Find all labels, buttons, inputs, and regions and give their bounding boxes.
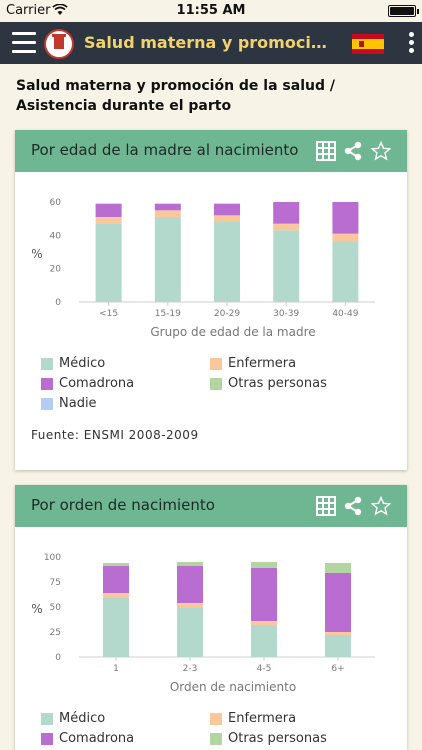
legend-swatch	[41, 358, 53, 370]
bar-segment-comadrona	[332, 202, 359, 234]
x-tick-label: 6+	[331, 664, 344, 674]
carrier-label: Carrier	[6, 3, 51, 18]
bar-segment-medico	[103, 597, 129, 657]
card-header: Por edad de la madre al nacimiento	[15, 130, 407, 172]
source-note: Fuente: ENSMI 2008-2009	[31, 428, 199, 442]
legend-swatch	[41, 713, 53, 725]
bar-segment-enfermera	[214, 215, 240, 222]
bar-segment-otras	[177, 562, 203, 566]
y-tick-label: 20	[50, 265, 62, 275]
legend-swatch	[210, 358, 222, 370]
x-tick-label: 4-5	[257, 664, 272, 674]
status-time: 11:55 AM	[176, 3, 246, 18]
table-view-icon[interactable]	[316, 141, 336, 161]
bar-segment-enfermera	[95, 217, 122, 224]
bar-segment-enfermera	[251, 621, 277, 625]
y-tick-label: 40	[50, 231, 62, 241]
legend-swatch	[210, 713, 222, 725]
bar-segment-medico	[177, 608, 203, 657]
app-logo	[44, 29, 74, 59]
bar-segment-comadrona	[325, 573, 351, 632]
bar-segment-medico	[332, 242, 359, 302]
x-tick-label: 40-49	[332, 309, 358, 319]
more-options-icon[interactable]	[409, 32, 415, 56]
stacked-bar-chart: 0 25 50 75 100% 1 2-3 4-5 6+ Orden de nacimiento	[31, 553, 375, 694]
battery-icon	[388, 5, 419, 17]
table-view-icon[interactable]	[316, 496, 336, 516]
bar-segment-otras	[251, 562, 277, 568]
bar-segment-otras	[103, 563, 129, 566]
card-header: Por orden de nacimiento	[15, 485, 407, 527]
y-tick-label: 75	[50, 578, 61, 588]
app-bar: Salud materna y promoción de la salud	[0, 22, 422, 64]
legend-label: Otras personas	[228, 731, 327, 746]
x-axis-label: Grupo de edad de la madre	[150, 325, 315, 339]
page-title: Salud materna y promoción de la salud / …	[16, 78, 335, 114]
legend-label: Enfermera	[228, 711, 297, 726]
legend-swatch	[210, 733, 222, 745]
bar-segment-medico	[95, 223, 122, 302]
y-tick-label: 0	[55, 653, 61, 663]
bar-segment-enfermera	[177, 603, 203, 608]
bar-segment-comadrona	[214, 203, 240, 216]
favorite-star-icon[interactable]	[371, 496, 391, 516]
x-axis-label: Orden de nacimiento	[170, 680, 296, 694]
legend-label: Médico	[59, 711, 106, 726]
share-icon[interactable]	[343, 141, 363, 161]
y-axis-label: %	[31, 247, 42, 261]
legend-label: Otras personas	[228, 376, 327, 391]
card-title: Por orden de nacimiento	[31, 496, 215, 514]
bar-segment-medico	[273, 230, 300, 302]
bar-segment-enfermera	[273, 223, 300, 231]
legend-label: Médico	[59, 356, 106, 371]
legend-label: Comadrona	[59, 731, 135, 746]
legend-swatch	[210, 378, 222, 390]
legend-label: Nadie	[59, 396, 97, 411]
x-tick-label: 20-29	[214, 309, 240, 319]
bar-segment-medico	[325, 635, 351, 657]
spain-flag-icon[interactable]	[352, 34, 384, 54]
stacked-bar-chart: 0 20 40 60% <15 15-19 20-29 30-39 40-49 Grupo de …	[31, 198, 375, 339]
chart-card-order: Por orden de nacimiento 0 25 50 75 100% 1 2-3 4…	[15, 485, 407, 750]
bar-segment-comadrona	[273, 202, 300, 224]
status-bar: Carrier 11:55 AM	[0, 0, 422, 22]
x-tick-label: 15-19	[155, 309, 181, 319]
legend-label: Comadrona	[59, 376, 135, 391]
x-tick-label: 1	[113, 664, 119, 674]
bar-segment-comadrona	[154, 203, 181, 211]
favorite-star-icon[interactable]	[371, 141, 391, 161]
legend-swatch	[41, 378, 53, 390]
y-tick-label: 25	[50, 628, 61, 638]
menu-icon[interactable]	[12, 32, 36, 54]
bar-segment-enfermera	[103, 593, 129, 597]
y-tick-label: 100	[44, 553, 61, 563]
x-tick-label: <15	[99, 309, 118, 319]
bar-segment-comadrona	[103, 566, 129, 593]
chart-card-age: Por edad de la madre al nacimiento 0 20 40…	[15, 130, 407, 470]
bar-segment-otras	[325, 563, 351, 573]
bar-segment-medico	[214, 222, 240, 302]
bar-segment-enfermera	[332, 233, 359, 242]
app-title: Salud materna y promoción de la salud	[84, 33, 334, 52]
x-tick-label: 2-3	[183, 664, 198, 674]
bar-segment-comadrona	[95, 203, 122, 217]
bar-segment-medico	[251, 625, 277, 657]
bar-segment-comadrona	[251, 568, 277, 621]
legend-swatch	[41, 398, 53, 410]
bar-segment-medico	[154, 217, 181, 302]
bar-segment-enfermera	[325, 632, 351, 635]
y-axis-label: %	[31, 602, 42, 616]
card-title: Por edad de la madre al nacimiento	[31, 141, 299, 159]
share-icon[interactable]	[343, 496, 363, 516]
y-tick-label: 50	[50, 603, 62, 613]
bar-segment-comadrona	[177, 566, 203, 603]
wifi-icon	[52, 4, 68, 15]
bar-segment-enfermera	[154, 210, 181, 217]
legend-swatch	[41, 733, 53, 745]
x-tick-label: 30-39	[273, 309, 299, 319]
y-tick-label: 60	[50, 198, 62, 208]
legend-label: Enfermera	[228, 356, 297, 371]
y-tick-label: 0	[55, 298, 61, 308]
